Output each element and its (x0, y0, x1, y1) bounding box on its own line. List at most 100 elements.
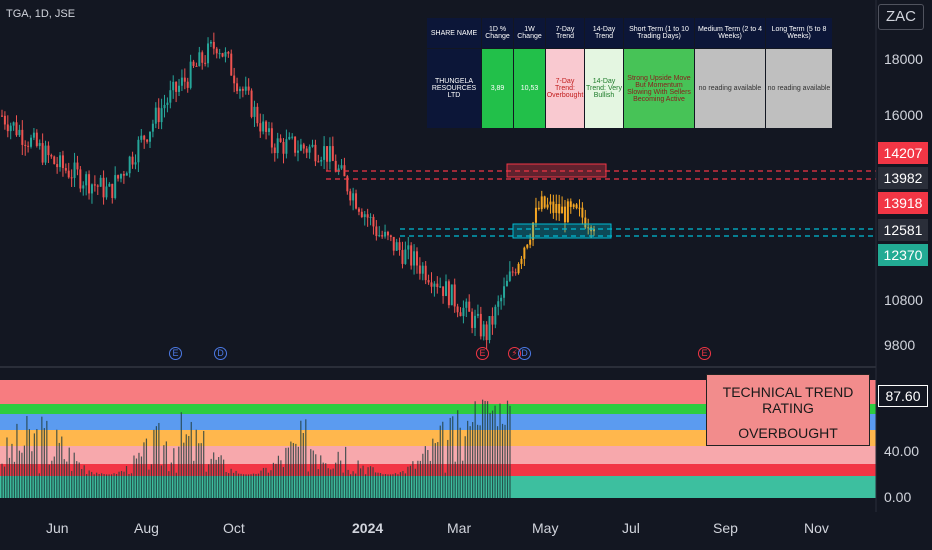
candle-body (456, 306, 459, 313)
candle-body (357, 208, 360, 212)
candle-body (105, 186, 108, 198)
candle-body (143, 135, 146, 140)
candle-body (578, 207, 581, 209)
candle-body (9, 125, 12, 132)
price-tag-12370: 12370 (878, 244, 928, 266)
price-tag-13982: 13982 (878, 167, 928, 189)
candle-body (337, 168, 340, 172)
candle-body (24, 144, 27, 146)
candle-body (395, 242, 398, 251)
candle-body (552, 201, 555, 213)
month-may: May (532, 520, 559, 536)
candle-body (587, 227, 590, 229)
month-2024: 2024 (352, 520, 384, 536)
candle-body (1, 115, 3, 117)
candle-body (253, 106, 256, 117)
candle-body (146, 139, 149, 142)
candle-body (125, 173, 128, 176)
header-short-term: Short Term (1 to 10 Trading Days) (623, 17, 695, 49)
candle-body (482, 324, 485, 337)
candle-body (581, 207, 584, 218)
candle-body (488, 316, 491, 341)
candle-body (163, 104, 166, 109)
candle-body (50, 155, 53, 157)
candle-body (500, 297, 503, 302)
currency-button[interactable]: ZAC (878, 4, 924, 30)
trend-table-header: SHARE NAME 1D % Change 1W Change 7-Day T… (426, 17, 833, 49)
earnings-event-icon[interactable]: E (169, 347, 182, 360)
trend-rating-box: TECHNICAL TREND RATING OVERBOUGHT (706, 374, 870, 446)
candle-body (209, 41, 212, 44)
candle-body (320, 159, 323, 162)
cell-long-term: no reading available (765, 48, 833, 129)
candle-body (85, 174, 88, 186)
candle-body (430, 282, 433, 287)
candle-body (433, 283, 436, 287)
candle-body (265, 121, 268, 132)
candle-body (424, 265, 427, 281)
candle-body (149, 131, 151, 142)
candle-body (398, 242, 401, 251)
price-tick-9800: 9800 (884, 337, 916, 353)
dividend-event-icon[interactable]: D (214, 347, 227, 360)
candle-body (140, 135, 143, 140)
dividend-event-icon[interactable]: D (518, 347, 531, 360)
candle-body (241, 88, 244, 91)
symbol-line[interactable]: TGA, 1D, JSE (6, 8, 76, 20)
candles-group (1, 32, 595, 350)
candle-body (30, 137, 33, 147)
rating-value: OVERBOUGHT (738, 425, 838, 441)
candle-body (404, 249, 407, 264)
candle-body (331, 146, 334, 161)
month-oct: Oct (223, 520, 245, 536)
candle-body (99, 177, 102, 187)
candle-body (418, 265, 421, 274)
candle-body (201, 52, 204, 63)
candle-body (334, 160, 337, 172)
candle-body (32, 132, 35, 138)
candle-body (465, 301, 468, 308)
candle-body (236, 83, 239, 92)
candle-body (381, 235, 384, 237)
candle-body (288, 136, 291, 140)
cell-medium-term: no reading available (694, 48, 766, 129)
candle-body (471, 311, 474, 328)
candle-body (41, 143, 44, 163)
candle-body (47, 145, 50, 156)
osc-value-tag: 87.60 (878, 385, 928, 407)
candle-body (392, 236, 395, 251)
candle-body (517, 263, 520, 274)
candle-body (569, 201, 572, 207)
candle-body (302, 144, 305, 149)
candle-body (326, 146, 329, 162)
cell-1w-change: 10,53 (513, 48, 546, 129)
candle-body (549, 201, 552, 205)
candle-body (134, 162, 137, 165)
candle-body (520, 258, 523, 264)
candle-body (401, 250, 404, 264)
candle-body (233, 75, 236, 84)
candle-body (450, 284, 453, 306)
price-tick-18000: 18000 (884, 51, 923, 67)
candle-body (369, 216, 372, 218)
candle-body (70, 177, 73, 179)
candle-body (366, 214, 369, 218)
candle-body (386, 231, 389, 236)
candle-body (285, 139, 288, 154)
earnings-event-icon[interactable]: E (698, 347, 711, 360)
cell-short-term: Strong Upside Move But Momentum Slowing … (623, 48, 695, 129)
candle-body (314, 144, 317, 162)
candle-body (114, 175, 117, 198)
osc-band-green (0, 404, 876, 414)
price-tick-10800: 10800 (884, 292, 923, 308)
candle-body (183, 77, 186, 82)
candle-body (305, 148, 308, 153)
candle-body (250, 90, 253, 117)
candle-body (282, 141, 285, 154)
candle-body (543, 196, 546, 208)
candle-body (122, 174, 125, 176)
candle-body (485, 324, 488, 341)
candle-body (558, 204, 561, 214)
earnings-event-icon[interactable]: E (476, 347, 489, 360)
